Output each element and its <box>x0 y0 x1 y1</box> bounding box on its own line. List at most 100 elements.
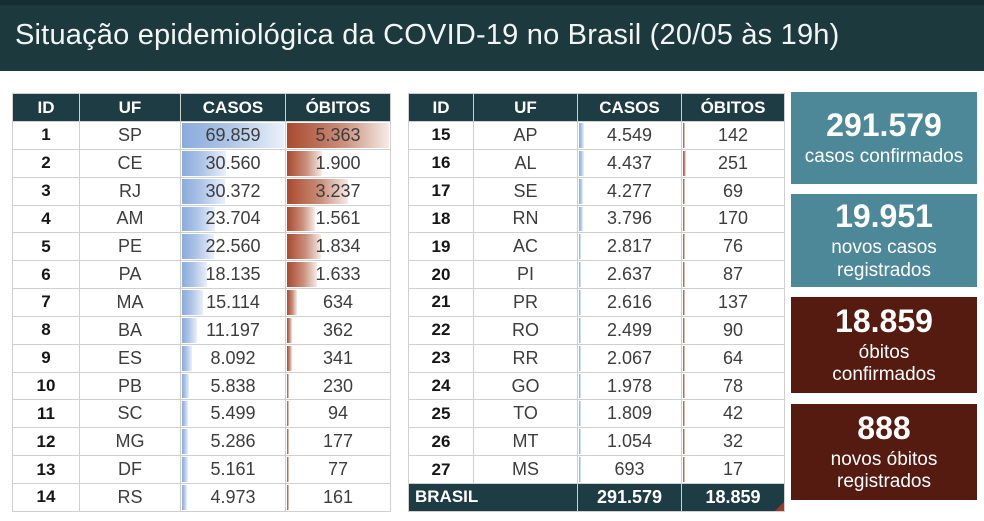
state-casos-value: 1.054 <box>578 428 682 457</box>
state-obitos-value-text: 1.900 <box>315 152 361 173</box>
state-casos-value: 23.704 <box>181 205 286 234</box>
state-obitos-value: 76 <box>682 233 785 262</box>
state-obitos-value: 69 <box>682 177 785 206</box>
state-obitos-value-text: 161 <box>322 486 354 507</box>
state-obitos-value: 90 <box>682 316 785 345</box>
state-obitos-value: 77 <box>286 456 391 484</box>
casos-bar <box>182 317 197 343</box>
state-casos-value-text: 30.372 <box>205 180 261 201</box>
state-casos-value: 69.859 <box>181 122 286 150</box>
state-casos-value-text: 15.114 <box>206 291 260 312</box>
state-uf: PR <box>474 289 578 317</box>
state-casos-value-text: 69.859 <box>205 124 261 145</box>
state-id: 12 <box>13 428 80 457</box>
state-casos-value-text: 22.560 <box>205 236 261 257</box>
state-casos-value: 22.560 <box>181 233 286 262</box>
state-obitos-value-text: 1.561 <box>315 208 361 229</box>
obitos-bar <box>287 234 321 260</box>
state-casos-value-text: 2.067 <box>606 347 653 368</box>
state-obitos-value-text: 251 <box>717 152 749 173</box>
state-obitos-value-text: 78 <box>722 375 744 396</box>
obitos-bar <box>683 206 685 232</box>
state-id: 18 <box>409 205 474 234</box>
state-obitos-value: 1.633 <box>286 261 391 290</box>
state-obitos-value-text: 341 <box>322 347 354 368</box>
state-obitos-value-text: 142 <box>717 124 749 145</box>
state-obitos-value-text: 170 <box>717 208 749 229</box>
state-casos-value-text: 18.135 <box>205 264 261 285</box>
state-obitos-value-text: 87 <box>722 264 744 285</box>
state-obitos-value-text: 76 <box>722 236 744 257</box>
card-label: novos casos registrados <box>831 237 937 281</box>
state-obitos-value: 341 <box>286 344 391 373</box>
state-obitos-value-text: 1.834 <box>315 236 361 257</box>
state-uf: SE <box>474 177 578 206</box>
state-obitos-value-text: 32 <box>722 431 744 452</box>
state-casos-value: 4.973 <box>181 483 286 512</box>
cell-corner-marker <box>775 501 784 511</box>
state-id: 20 <box>409 261 474 290</box>
casos-bar <box>182 401 189 427</box>
state-casos-value-text: 4.277 <box>606 180 653 201</box>
casos-bar <box>182 373 189 399</box>
obitos-bar <box>287 429 289 455</box>
state-casos-value: 5.161 <box>181 456 286 484</box>
obitos-bar <box>287 484 289 510</box>
state-uf: GO <box>474 372 578 401</box>
state-obitos-value: 177 <box>286 428 391 457</box>
column-header-obitos: ÓBITOS <box>682 94 785 122</box>
obitos-bar <box>287 290 298 315</box>
state-uf: MT <box>474 428 578 457</box>
state-id: 9 <box>13 344 80 373</box>
obitos-bar <box>287 345 292 371</box>
state-casos-value: 2.637 <box>578 261 682 290</box>
state-casos-value-text: 30.560 <box>205 152 261 173</box>
state-casos-value: 5.838 <box>181 372 286 401</box>
state-obitos-value: 78 <box>682 372 785 401</box>
state-id: 4 <box>13 205 80 234</box>
state-casos-value: 5.499 <box>181 400 286 429</box>
card-value: 291.579 <box>826 106 942 143</box>
casos-bar <box>579 345 581 371</box>
state-id: 8 <box>13 316 80 345</box>
obitos-bar <box>287 457 289 482</box>
state-casos-value-text: 4.437 <box>606 152 653 173</box>
card-novos-obitos: 888 novos óbitos registrados <box>791 404 977 500</box>
state-obitos-value: 87 <box>682 261 785 290</box>
state-casos-value-text: 23.704 <box>205 208 261 229</box>
state-casos-value: 3.796 <box>578 205 682 234</box>
state-obitos-value-text: 230 <box>322 375 354 396</box>
state-uf: ES <box>80 344 181 373</box>
state-uf: PB <box>80 372 181 401</box>
state-obitos-value-text: 94 <box>327 403 349 424</box>
state-uf: PI <box>474 261 578 290</box>
card-label: novos óbitos registrados <box>830 448 938 493</box>
obitos-bar <box>287 373 290 399</box>
state-uf: AP <box>474 122 578 150</box>
state-casos-value: 693 <box>578 456 682 484</box>
casos-bar <box>579 234 582 260</box>
state-id: 15 <box>409 122 474 150</box>
column-header-casos: CASOS <box>578 94 682 122</box>
state-id: 11 <box>13 400 80 429</box>
state-uf: PE <box>80 233 181 262</box>
state-casos-value: 1.978 <box>578 372 682 401</box>
casos-bar <box>182 178 226 204</box>
state-id: 7 <box>13 289 80 317</box>
card-casos-confirmados: 291.579 casos confirmados <box>791 92 977 184</box>
column-header-uf: UF <box>474 94 578 122</box>
state-casos-value-text: 1.978 <box>606 375 653 396</box>
card-novos-casos: 19.951 novos casos registrados <box>791 194 977 287</box>
state-id: 5 <box>13 233 80 262</box>
state-casos-value-text: 693 <box>614 459 645 480</box>
column-header-id: ID <box>13 94 80 122</box>
state-id: 22 <box>409 316 474 345</box>
state-uf: DF <box>80 456 181 484</box>
card-obitos-confirmados: 18.859 óbitos confirmados <box>791 297 977 393</box>
state-obitos-value: 17 <box>682 456 785 484</box>
casos-bar <box>579 150 584 176</box>
state-uf: AL <box>474 149 578 178</box>
state-obitos-value-text: 5.363 <box>315 124 361 145</box>
state-casos-value: 5.286 <box>181 428 286 457</box>
